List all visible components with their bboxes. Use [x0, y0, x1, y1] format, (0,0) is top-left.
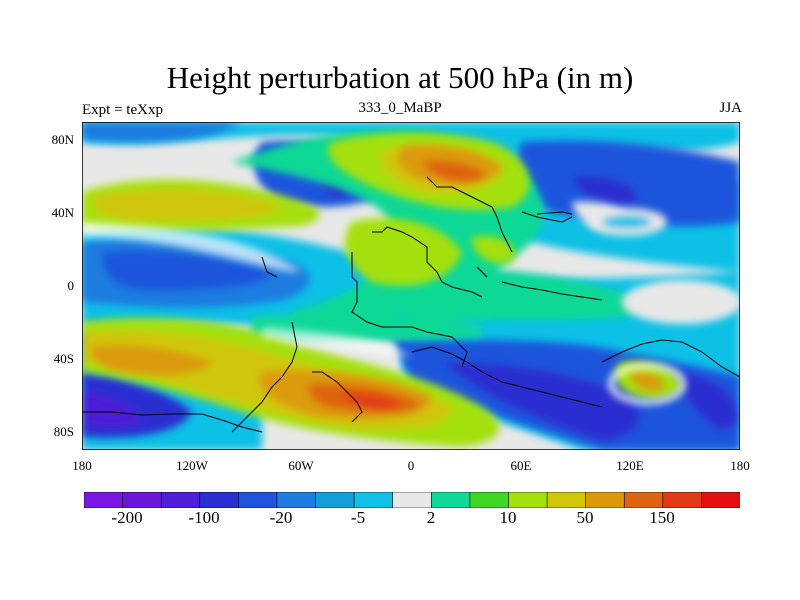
colorbar-tick-label: 10 [499, 508, 517, 527]
colorbar [84, 492, 740, 508]
colorbar-swatch [315, 492, 355, 508]
lon-tick-label: 120E [616, 458, 644, 473]
colorbar-swatch [84, 492, 124, 508]
figure-title: Height perturbation at 500 hPa (in m) [166, 60, 634, 95]
colorbar-swatch [122, 492, 162, 508]
colorbar-tick-label: -200 [111, 508, 143, 527]
lat-tick-label: 80N [51, 132, 74, 147]
colorbar-swatch [392, 492, 432, 508]
colorbar-swatch [430, 492, 471, 508]
season-label: JJA [719, 100, 742, 116]
lat-tick-label: 0 [67, 278, 75, 293]
lat-tick-label: 40N [51, 205, 74, 220]
lon-tick-label: 0 [407, 458, 415, 473]
lon-tick-label: 120W [176, 458, 208, 473]
colorbar-tick-label: 2 [426, 508, 436, 527]
colorbar-swatch [238, 492, 278, 508]
colorbar-tick-label: -20 [269, 508, 293, 527]
map-svg [82, 122, 740, 450]
lat-tick-label: 80S [53, 424, 74, 439]
lon-tick-label: 60E [510, 458, 532, 473]
colorbar-swatch [508, 492, 548, 508]
lon-tick-label: 180 [730, 458, 750, 473]
colorbar-tick-label: 150 [649, 508, 675, 527]
colorbar-swatch [199, 492, 239, 508]
colorbar-swatch [276, 492, 317, 508]
lat-tick-label: 40S [53, 351, 74, 366]
experiment-label: Expt = teXxp [82, 102, 163, 118]
colorbar-tick-label: 50 [576, 508, 594, 527]
lon-tick-label: 60W [288, 458, 314, 473]
colorbar-tick-label: -100 [188, 508, 220, 527]
map-panel [82, 122, 740, 450]
colorbar-swatch [701, 492, 740, 508]
colorbar-swatch [469, 492, 510, 508]
colorbar-swatch [623, 492, 664, 508]
colorbar-swatch [585, 492, 625, 508]
colorbar-swatch [160, 492, 201, 508]
time-slice-label: 333_0_MaBP [358, 100, 442, 116]
colorbar-swatch [546, 492, 587, 508]
colorbar-tick-label: -5 [350, 508, 366, 527]
colorbar-swatch [353, 492, 394, 508]
lon-tick-label: 180 [72, 458, 92, 473]
colorbar-swatch [662, 492, 703, 508]
coastlines [82, 176, 740, 433]
